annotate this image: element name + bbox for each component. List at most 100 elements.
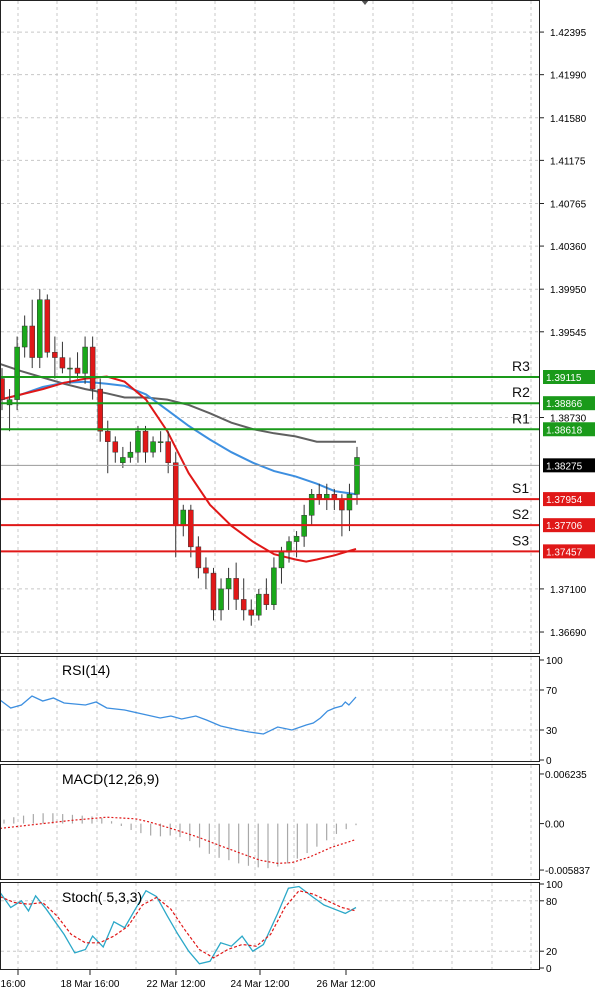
- candle-body: [135, 430, 141, 453]
- macd-title: MACD(12,26,9): [62, 771, 159, 787]
- x-tick-label: 24 Mar 12:00: [231, 979, 290, 990]
- x-tick-label: 22 Mar 12:00: [147, 979, 206, 990]
- level-price-label: 1.38618: [546, 425, 583, 436]
- candle-body: [29, 325, 35, 358]
- candle-body: [210, 572, 217, 611]
- candle-body: [21, 325, 28, 348]
- y-tick-label: 1.38730: [550, 413, 587, 424]
- macd-tick-label: 0.006235: [545, 770, 587, 781]
- x-tick-label: r 16:00: [0, 979, 26, 990]
- stoch-tick-label: 20: [546, 947, 558, 958]
- panel-border-2: [0, 764, 540, 880]
- candle-body: [203, 567, 209, 574]
- candle-body: [195, 546, 202, 569]
- rsi-tick-label: 100: [546, 656, 563, 667]
- candle-body: [233, 578, 239, 600]
- macd-signal-line: [0, 816, 357, 865]
- level-price-box: [543, 518, 595, 533]
- level-name-r3: R3: [512, 358, 530, 374]
- level-price-label: 1.37706: [546, 521, 583, 532]
- labels: 1.42395 1.41990 1.41580 1.41175 1.40765 1.403…: [0, 28, 595, 990]
- candle-body: [82, 346, 88, 374]
- y-tick-label: 1.41175: [550, 156, 586, 167]
- candle-body: [263, 593, 270, 605]
- candle-body: [248, 609, 255, 616]
- candle-body: [346, 494, 353, 511]
- candle-body: [120, 457, 126, 463]
- candle-body: [293, 536, 300, 542]
- rsi-tick-label: 30: [546, 726, 558, 737]
- stoch-k-line: [0, 885, 357, 965]
- top-scroll-marker: [361, 0, 369, 5]
- y-tick-label: 1.40765: [550, 199, 587, 210]
- panel-border-3: [0, 882, 540, 970]
- y-tick-label: 1.42395: [550, 28, 587, 39]
- rsi-tick-label: 0: [546, 756, 552, 767]
- candle-body: [112, 441, 119, 453]
- macd-tick-label: 0.00: [545, 820, 565, 831]
- candle-body: [37, 299, 43, 358]
- macd-tick-label: -0.005837: [545, 866, 590, 877]
- rsi-tick-label: 70: [546, 686, 558, 697]
- current-price-box: [543, 458, 595, 473]
- candle-body: [271, 567, 277, 605]
- candle-body: [240, 599, 247, 611]
- stoch-tick-label: 80: [546, 897, 558, 908]
- y-tick-label: 1.37100: [550, 585, 587, 596]
- candle-body: [142, 430, 149, 453]
- level-price-box: [543, 422, 595, 437]
- y-tick-label: 1.39950: [550, 285, 587, 296]
- level-price-box: [543, 396, 595, 411]
- x-tick-label: 18 Mar 16:00: [61, 979, 120, 990]
- axes: [0, 0, 544, 975]
- level-name-s3: S3: [512, 532, 529, 548]
- panel-border-0: [0, 0, 540, 654]
- candle-body: [14, 346, 20, 400]
- rsi-line: [0, 695, 357, 735]
- ma-slow-line: [0, 362, 356, 443]
- candle-body: [225, 578, 232, 590]
- candle-body: [354, 457, 360, 495]
- candle-body: [74, 367, 81, 374]
- candle-body: [218, 588, 224, 611]
- x-tick-label: 26 Mar 12:00: [317, 979, 376, 990]
- stoch-tick-label: 0: [546, 964, 552, 975]
- rsi-title: RSI(14): [62, 662, 110, 678]
- candle-body: [104, 430, 111, 442]
- level-price-box: [543, 492, 595, 507]
- candle-body: [278, 551, 285, 569]
- candle-body: [180, 509, 187, 527]
- y-tick-label: 1.39545: [550, 328, 587, 339]
- candle-body: [52, 352, 58, 358]
- y-tick-label: 1.40360: [550, 242, 587, 253]
- stoch-d-line: [0, 890, 357, 959]
- candle-body: [172, 462, 179, 527]
- stoch-title: Stoch( 5,3,3): [62, 889, 142, 905]
- y-tick-label: 1.41580: [550, 114, 587, 125]
- level-name-s1: S1: [512, 480, 529, 496]
- candle-body: [0, 378, 5, 400]
- level-name-r1: R1: [512, 410, 530, 426]
- candle-body: [150, 441, 156, 453]
- stoch-tick-label: 100: [546, 880, 563, 891]
- candle-body: [89, 346, 96, 390]
- level-price-label: 1.37954: [546, 495, 583, 506]
- y-tick-label: 1.41990: [550, 71, 587, 82]
- y-tick-label: 1.36690: [550, 628, 587, 639]
- candle-body: [59, 357, 66, 369]
- candle-body: [97, 388, 103, 432]
- level-price-label: 1.38866: [546, 399, 583, 410]
- candle-body: [188, 509, 194, 548]
- grid: [1, 1, 540, 969]
- candle-body: [339, 499, 345, 511]
- level-price-box: [543, 370, 595, 385]
- candle-body: [256, 593, 262, 616]
- level-name-s2: S2: [512, 506, 529, 522]
- plots: [0, 0, 540, 965]
- candle-body: [44, 299, 51, 353]
- candle-body: [157, 441, 164, 443]
- panel-border-1: [0, 656, 540, 762]
- ma-fast-line: [0, 375, 357, 563]
